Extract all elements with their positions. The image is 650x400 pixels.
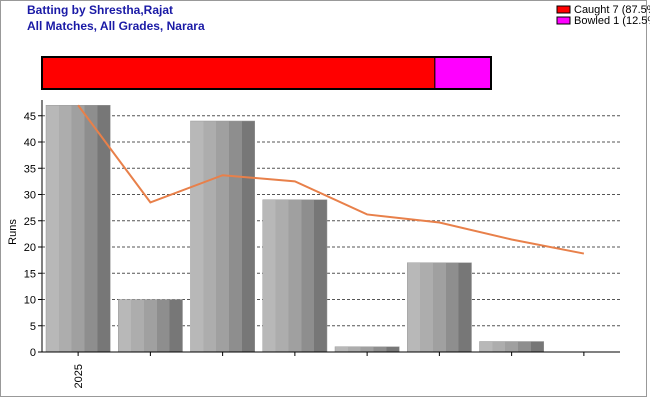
bar xyxy=(479,341,544,353)
bar xyxy=(190,120,255,353)
dismissal-segment xyxy=(41,56,436,90)
legend-swatch xyxy=(556,5,571,14)
legend-swatch xyxy=(556,16,571,25)
legend-label: Bowled 1 (12.5%) xyxy=(574,15,650,27)
bar xyxy=(262,199,328,353)
y-tick-label: 15 xyxy=(24,268,36,280)
x-tick-label: 2025 xyxy=(73,364,85,388)
y-tick-label: 25 xyxy=(24,216,36,228)
chart-subtitle: All Matches, All Grades, Narara xyxy=(27,19,205,33)
bar xyxy=(407,262,472,353)
y-tick-label: 30 xyxy=(24,190,36,202)
bar xyxy=(45,105,111,353)
bar xyxy=(118,299,183,353)
y-tick-label: 45 xyxy=(24,111,36,123)
y-tick-label: 0 xyxy=(30,347,36,359)
y-tick-label: 35 xyxy=(24,163,36,175)
y-tick-label: 40 xyxy=(24,137,36,149)
dismissal-frame xyxy=(41,56,492,90)
dismissal-segment xyxy=(434,56,492,90)
y-axis-label: Runs xyxy=(7,219,19,245)
y-tick-label: 10 xyxy=(24,295,36,307)
line xyxy=(77,104,585,255)
y-tick-label: 5 xyxy=(30,321,36,333)
legend-label: Caught 7 (87.5%) xyxy=(574,4,650,16)
bar xyxy=(334,346,400,353)
y-tick-label: 20 xyxy=(24,242,36,254)
chart-title: Batting by Shrestha,Rajat xyxy=(27,3,173,17)
